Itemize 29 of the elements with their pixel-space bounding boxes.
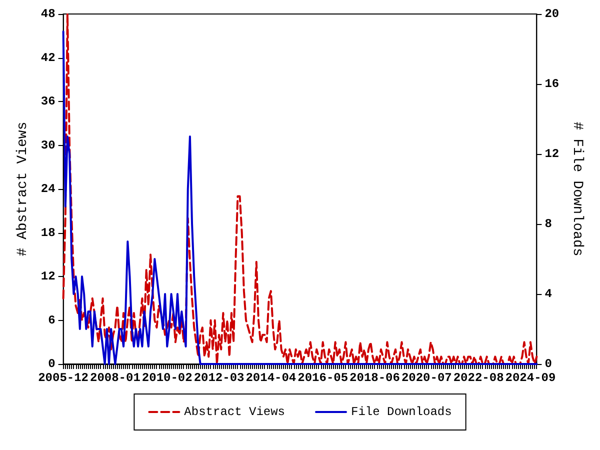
y2-tick-label: 8 xyxy=(544,217,552,231)
y-tick-label: 12 xyxy=(40,270,56,284)
x-tick-label: 2022-08 xyxy=(453,371,504,385)
x-tick-label: 2016-05 xyxy=(298,371,348,385)
y-tick-label: 30 xyxy=(40,138,56,152)
x-tick-label: 2024-09 xyxy=(505,371,556,385)
y-axis-title: # Abstract Views xyxy=(15,122,31,256)
x-tick-label: 2005-12 xyxy=(38,371,89,385)
y-tick-label: 18 xyxy=(40,226,56,240)
x-tick-label: 2010-02 xyxy=(142,371,192,385)
y2-tick-label: 0 xyxy=(544,357,552,371)
x-tick-label: 2020-07 xyxy=(401,371,452,385)
y2-tick-label: 16 xyxy=(544,77,560,91)
y-tick-label: 0 xyxy=(48,357,56,371)
y2-tick-label: 20 xyxy=(544,7,560,21)
y-tick-label: 24 xyxy=(40,182,56,196)
y2-tick-label: 4 xyxy=(544,287,552,301)
x-tick-label: 2018-06 xyxy=(350,371,400,385)
x-tick-label: 2008-01 xyxy=(90,371,140,385)
y-tick-label: 6 xyxy=(48,313,56,328)
y-tick-label: 36 xyxy=(40,94,56,108)
y2-tick-label: 12 xyxy=(544,147,560,161)
legend-label: Abstract Views xyxy=(184,405,286,419)
x-tick-label: 2012-03 xyxy=(194,371,244,385)
legend-label: File Downloads xyxy=(351,405,452,419)
y-tick-label: 42 xyxy=(40,50,56,65)
x-tick-label: 2014-04 xyxy=(246,371,296,385)
y-tick-label: 48 xyxy=(40,7,56,21)
y2-axis-title: # File Downloads xyxy=(569,122,585,256)
